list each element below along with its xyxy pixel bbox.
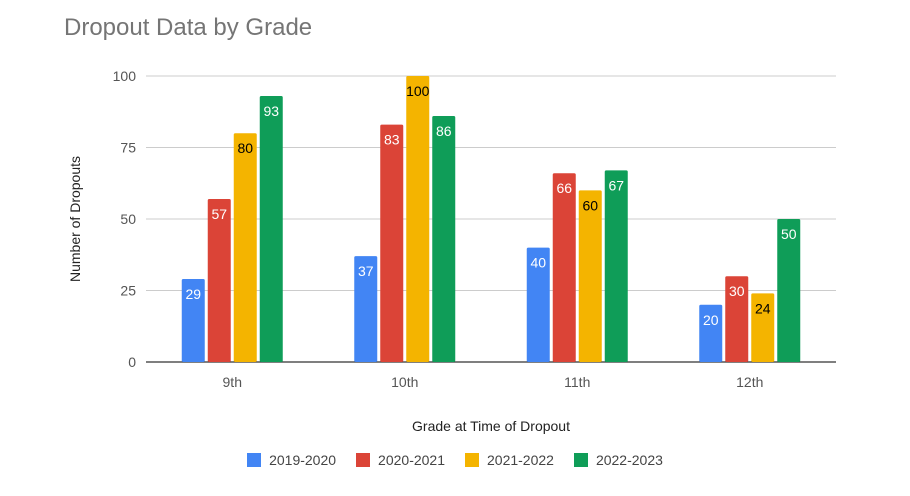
y-tick-label: 100 [113,68,137,84]
legend-swatch [573,453,588,467]
data-label: 30 [729,283,745,299]
legend-item: 2020-2021 [356,452,445,468]
legend-item: 2021-2022 [465,452,554,468]
legend-label: 2021-2022 [487,452,554,468]
bar [181,279,205,362]
data-label: 93 [263,103,279,119]
y-tick-label: 75 [120,140,136,156]
data-label: 57 [211,206,227,222]
legend-item: 2019-2020 [247,452,336,468]
x-axis-ticks: 9th 10th 11th 12th [223,374,764,390]
bar [552,173,576,362]
x-tick-label: 10th [391,374,418,390]
data-label: 67 [608,177,624,193]
bar [259,96,283,363]
data-label: 100 [406,83,430,99]
bar [233,133,257,362]
data-label: 66 [556,180,572,196]
bar [432,116,456,362]
x-tick-label: 9th [223,374,242,390]
y-tick-label: 0 [128,354,136,370]
bar [354,256,378,362]
legend-swatch [356,453,371,467]
y-axis-ticks: 0 25 50 75 100 [113,68,137,370]
bar [751,293,775,362]
data-label: 86 [436,123,452,139]
bar [526,247,550,362]
y-tick-label: 50 [120,211,136,227]
bar [699,304,723,362]
legend-swatch [247,453,262,467]
legend-label: 2019-2020 [269,452,337,468]
bar [380,124,404,363]
legend-label: 2022-2023 [595,452,663,468]
data-label: 37 [358,263,374,279]
y-axis-title: Number of Dropouts [67,156,83,282]
data-label: 20 [703,312,719,328]
bars: 29 57 80 93 37 83 100 86 40 66 60 67 20 30 24 50 [181,76,801,363]
x-tick-label: 12th [736,374,763,390]
data-label: 24 [755,300,771,316]
data-label: 29 [185,286,201,302]
y-tick-label: 25 [120,283,136,299]
bar [578,190,602,362]
legend-swatch [465,453,479,467]
data-label: 80 [237,140,253,156]
data-label: 40 [530,255,546,271]
legend-item: 2022-2023 [573,452,663,468]
legend-label: 2020-2021 [378,452,445,468]
x-tick-label: 11th [564,374,590,390]
bar [777,219,801,362]
bar [604,170,628,362]
legend: 2019-2020 2020-2021 2021-2022 2022-2023 [0,452,910,468]
data-label: 50 [781,226,797,242]
data-label: 60 [582,197,598,213]
chart-title: Dropout Data by Grade [64,14,313,41]
data-label: 83 [384,132,400,148]
bar [207,198,231,362]
bar [725,276,749,362]
bar [406,76,430,362]
x-axis-title: Grade at Time of Dropout [412,418,570,434]
